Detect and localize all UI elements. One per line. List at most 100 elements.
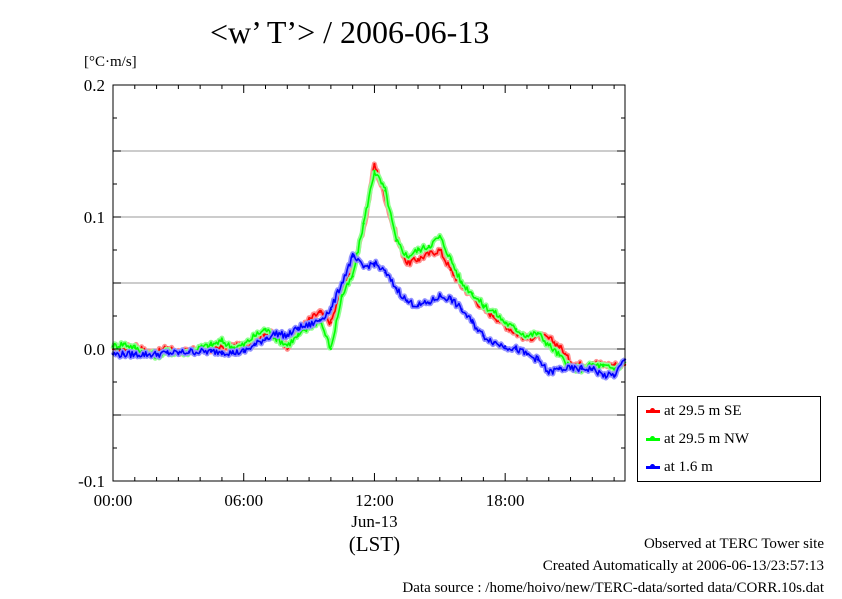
data-point: [275, 331, 278, 335]
x-axis-title: (LST): [349, 532, 400, 556]
y-axis-unit-label: [°C·m/s]: [84, 54, 137, 70]
data-point: [329, 321, 333, 324]
data-point: [558, 354, 561, 357]
footer-created: Created Automatically at 2006-06-13/23:5…: [542, 558, 824, 574]
data-point: [503, 321, 507, 324]
data-point: [198, 350, 202, 353]
data-point: [155, 353, 158, 356]
data-point: [231, 351, 235, 355]
data-point: [351, 255, 354, 258]
data-point: [427, 301, 431, 304]
data-point: [362, 265, 365, 269]
data-point: [416, 258, 420, 261]
data-point: [449, 297, 452, 301]
data-point: [264, 328, 267, 331]
data-point: [460, 281, 463, 285]
data-point: [471, 321, 474, 324]
data-point: [253, 334, 256, 337]
data-point: [405, 300, 409, 303]
data-point: [602, 374, 605, 377]
data-point: [449, 268, 452, 271]
series-layer: [110, 161, 627, 381]
legend: at 29.5 m SE at 29.5 m NW at 1.6 m: [637, 396, 821, 482]
data-point: [493, 310, 496, 314]
data-point: [373, 169, 376, 172]
x-tick-label: 12:00: [355, 491, 394, 510]
data-point: [133, 346, 136, 349]
data-point: [591, 367, 594, 370]
data-point: [373, 262, 376, 265]
data-point: [514, 347, 518, 351]
data-point: [438, 248, 442, 252]
x-axis-date-label: Jun-13: [351, 512, 397, 531]
legend-label-se: at 29.5 m SE: [664, 402, 742, 419]
data-point: [264, 337, 267, 340]
legend-entry-nw: at 29.5 m NW: [646, 429, 749, 449]
data-point: [242, 350, 245, 353]
data-point: [612, 374, 616, 377]
data-point: [547, 343, 550, 347]
data-point: [362, 222, 365, 225]
data-point: [384, 271, 387, 274]
x-axis: Jun-13 (LST) 00:00 06:00 12:00 18:00: [94, 85, 615, 556]
data-point: [482, 334, 485, 337]
data-point: [144, 353, 147, 356]
data-point: [318, 310, 322, 314]
data-point: [122, 342, 126, 345]
data-point: [296, 334, 300, 337]
y-tick-label: 0.0: [84, 340, 105, 359]
series-halo-2: [110, 251, 627, 381]
data-point: [166, 351, 169, 355]
footer-info: Observed at TERC Tower site Created Auto…: [402, 533, 824, 599]
data-point: [307, 324, 311, 327]
chart-title: <w’ T’> / 2006-06-13: [210, 14, 490, 50]
y-tick-label: 0.2: [84, 76, 105, 95]
data-point: [329, 308, 333, 311]
legend-swatch-nw: [646, 435, 660, 441]
data-point: [460, 308, 463, 311]
data-point: [482, 304, 485, 307]
data-point: [286, 334, 289, 337]
data-point: [547, 371, 550, 374]
data-point: [242, 343, 245, 347]
footer-site: Observed at TERC Tower site: [643, 536, 824, 552]
data-point: [133, 353, 136, 356]
data-point: [220, 345, 224, 348]
y-tick-label: 0.1: [84, 208, 105, 227]
data-point: [514, 328, 518, 331]
data-point: [525, 353, 529, 356]
x-tick-label: 06:00: [224, 491, 263, 510]
x-tick-label: 00:00: [94, 491, 133, 510]
data-point: [340, 281, 343, 285]
y-axis: 0.2 0.1 0.0 -0.1: [78, 76, 625, 491]
legend-entry-low: at 1.6 m: [646, 457, 713, 477]
data-point: [503, 345, 507, 348]
data-point: [122, 353, 126, 356]
data-point: [351, 275, 354, 278]
data-point: [188, 350, 191, 353]
data-point: [209, 350, 213, 353]
data-point: [395, 287, 398, 290]
legend-swatch-se: [646, 407, 660, 413]
data-point: [286, 343, 289, 347]
data-point: [427, 252, 431, 256]
data-point: [209, 343, 213, 347]
series-line-2: [112, 252, 626, 379]
data-point: [427, 244, 431, 248]
data-point: [177, 351, 180, 355]
data-point: [416, 304, 420, 307]
data-point: [580, 367, 583, 370]
legend-entry-se: at 29.5 m SE: [646, 401, 742, 421]
data-point: [525, 334, 529, 337]
data-point: [318, 318, 322, 322]
x-tick-label: 18:00: [486, 491, 525, 510]
data-point: [384, 189, 387, 192]
data-point: [493, 341, 496, 344]
data-point: [558, 345, 561, 348]
data-point: [547, 337, 550, 340]
data-point: [602, 364, 605, 368]
data-point: [471, 292, 474, 295]
data-point: [438, 235, 442, 238]
data-point: [296, 326, 300, 330]
